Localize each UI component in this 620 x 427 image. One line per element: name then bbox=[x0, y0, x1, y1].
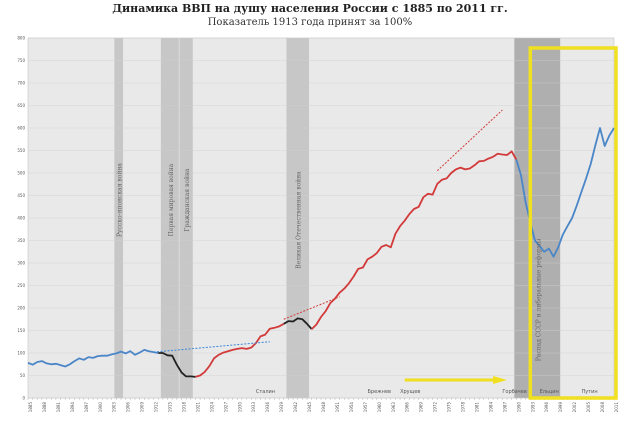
y-tick-label: 750 bbox=[17, 58, 25, 63]
x-tick-label: 1900 bbox=[98, 402, 103, 413]
x-tick-label: 1945 bbox=[307, 402, 312, 413]
x-tick-label: 1954 bbox=[349, 402, 354, 413]
x-tick-label: 2011 bbox=[614, 402, 619, 413]
series-lines bbox=[27, 127, 615, 378]
y-tick-label: 600 bbox=[17, 126, 25, 131]
series-line-post-soviet bbox=[515, 127, 615, 258]
y-tick-label: 100 bbox=[17, 351, 25, 356]
y-tick-label: 0 bbox=[22, 396, 25, 401]
period-labels: Русско-японская война Первая мировая войн… bbox=[117, 163, 598, 395]
period-label: Распад СССР и либеральные реформы bbox=[535, 239, 542, 362]
x-tick-label: 1924 bbox=[209, 402, 214, 413]
x-tick-label: 1963 bbox=[391, 402, 396, 413]
period-label: Русско-японская война bbox=[117, 163, 124, 237]
y-tick-label: 450 bbox=[17, 193, 25, 198]
x-tick-label: 1903 bbox=[112, 402, 117, 413]
y-tick-label: 650 bbox=[17, 103, 25, 108]
x-tick-label: 2002 bbox=[572, 402, 577, 413]
y-tick-label: 350 bbox=[17, 238, 25, 243]
trend-arrow bbox=[153, 341, 270, 353]
era-label: Сталин bbox=[256, 389, 275, 395]
x-tick-label: 1930 bbox=[237, 402, 242, 413]
x-tick-label: 1939 bbox=[279, 402, 284, 413]
y-tick-label: 400 bbox=[17, 216, 25, 221]
y-tick-label: 500 bbox=[17, 171, 25, 176]
x-tick-label: 1999 bbox=[558, 402, 563, 413]
x-tick-label: 1960 bbox=[377, 402, 382, 413]
x-tick-label: 1981 bbox=[474, 402, 479, 413]
x-tick-label: 1966 bbox=[405, 402, 410, 413]
y-tick-label: 150 bbox=[17, 328, 25, 333]
x-tick-label: 1921 bbox=[195, 402, 200, 413]
period-label: Великая Отечественная война bbox=[296, 171, 303, 269]
y-tick-label: 300 bbox=[17, 261, 25, 266]
x-tick-label: 1885 bbox=[28, 402, 33, 413]
era-label: Брежнев bbox=[368, 389, 392, 395]
highlight-box bbox=[528, 46, 618, 400]
axis-ticks: 0 50 100 150 200 250 300 350 400 450 500 550 600 650 7… bbox=[17, 36, 619, 413]
x-tick-label: 1894 bbox=[70, 402, 75, 413]
x-tick-label: 1987 bbox=[502, 402, 507, 413]
x-tick-label: 2005 bbox=[586, 402, 591, 413]
era-label: Путин bbox=[581, 389, 597, 395]
y-tick-label: 200 bbox=[17, 306, 25, 311]
series-line-ww2 bbox=[283, 317, 313, 330]
x-tick-label: 1942 bbox=[293, 402, 298, 413]
x-tick-label: 1909 bbox=[140, 402, 145, 413]
x-tick-label: 1927 bbox=[223, 402, 228, 413]
y-tick-label: 800 bbox=[17, 36, 25, 41]
era-label: Горбачев bbox=[502, 389, 526, 395]
highlight-overlay bbox=[153, 46, 618, 400]
x-tick-label: 1984 bbox=[488, 402, 493, 413]
x-tick-label: 2008 bbox=[600, 402, 605, 413]
x-tick-label: 1972 bbox=[433, 402, 438, 413]
period-label: Гражданская война bbox=[184, 168, 191, 232]
x-tick-label: 1951 bbox=[335, 402, 340, 413]
highlight-arrowhead bbox=[493, 376, 508, 384]
y-tick-label: 550 bbox=[17, 148, 25, 153]
series-line-war-civil-war bbox=[158, 352, 196, 378]
period-label: Первая мировая война bbox=[168, 163, 175, 236]
x-tick-label: 1990 bbox=[516, 402, 521, 413]
x-tick-label: 1906 bbox=[126, 402, 131, 413]
y-tick-label: 700 bbox=[17, 81, 25, 86]
era-label: Хрущев bbox=[400, 389, 420, 395]
series-line-soviet-postwar bbox=[311, 150, 518, 330]
x-tick-label: 1993 bbox=[530, 402, 535, 413]
x-tick-label: 1978 bbox=[461, 402, 466, 413]
y-tick-label: 250 bbox=[17, 283, 25, 288]
x-tick-label: 1996 bbox=[544, 402, 549, 413]
x-tick-label: 1933 bbox=[251, 402, 256, 413]
trend-arrow bbox=[436, 109, 503, 172]
x-tick-label: 1969 bbox=[419, 402, 424, 413]
x-tick-label: 1936 bbox=[265, 402, 270, 413]
x-tick-label: 1912 bbox=[154, 402, 159, 413]
chart-subtitle: Показатель 1913 года принят за 100% bbox=[207, 17, 413, 28]
x-tick-label: 1897 bbox=[84, 402, 89, 413]
x-tick-label: 1957 bbox=[363, 402, 368, 413]
x-tick-label: 1915 bbox=[168, 402, 173, 413]
x-tick-label: 1891 bbox=[56, 402, 61, 413]
y-tick-label: 50 bbox=[20, 373, 26, 378]
gridlines bbox=[28, 37, 614, 399]
series-line-soviet bbox=[195, 323, 285, 378]
series-line-pre-revolution bbox=[27, 348, 159, 368]
x-tick-label: 1888 bbox=[42, 402, 47, 413]
x-tick-label: 1975 bbox=[447, 402, 452, 413]
x-tick-label: 1948 bbox=[321, 402, 326, 413]
x-tick-label: 1918 bbox=[181, 402, 186, 413]
chart-title: Динамика ВВП на душу населения России с … bbox=[112, 2, 508, 15]
trend-arrow bbox=[283, 296, 340, 320]
era-label: Ельцин bbox=[540, 389, 559, 395]
